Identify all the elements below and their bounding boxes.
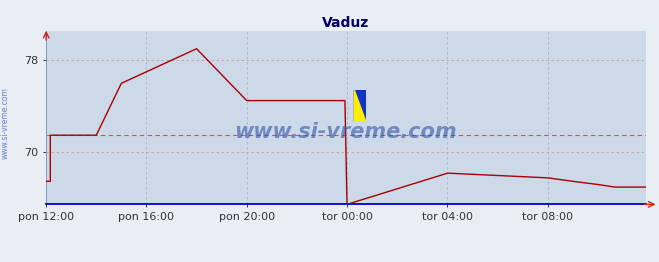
Text: www.si-vreme.com: www.si-vreme.com xyxy=(1,87,10,159)
Text: www.si-vreme.com: www.si-vreme.com xyxy=(235,122,457,142)
Title: Vaduz: Vaduz xyxy=(322,16,370,30)
